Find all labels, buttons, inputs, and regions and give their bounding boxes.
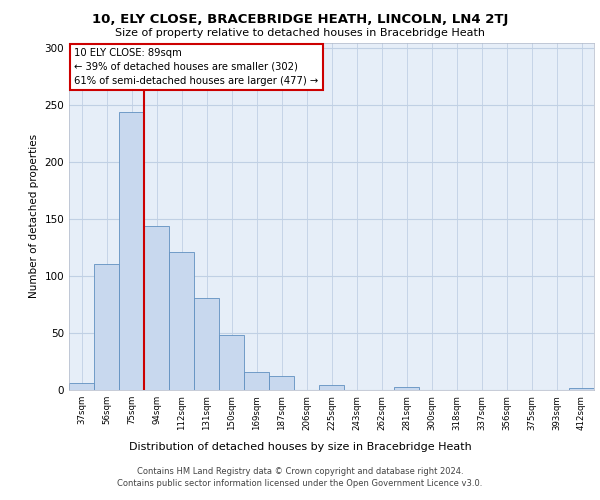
Text: Distribution of detached houses by size in Bracebridge Heath: Distribution of detached houses by size …	[128, 442, 472, 452]
Bar	[194, 298, 219, 390]
Bar	[319, 386, 344, 390]
Bar	[269, 376, 294, 390]
Text: 10, ELY CLOSE, BRACEBRIDGE HEATH, LINCOLN, LN4 2TJ: 10, ELY CLOSE, BRACEBRIDGE HEATH, LINCOL…	[92, 12, 508, 26]
Y-axis label: Number of detached properties: Number of detached properties	[29, 134, 39, 298]
Bar	[394, 386, 419, 390]
Bar	[569, 388, 594, 390]
Bar	[219, 336, 244, 390]
Bar	[94, 264, 119, 390]
Text: Contains HM Land Registry data © Crown copyright and database right 2024.
Contai: Contains HM Land Registry data © Crown c…	[118, 466, 482, 487]
Bar	[144, 226, 169, 390]
Text: 10 ELY CLOSE: 89sqm
← 39% of detached houses are smaller (302)
61% of semi-detac: 10 ELY CLOSE: 89sqm ← 39% of detached ho…	[74, 48, 319, 86]
Bar	[69, 383, 94, 390]
Bar	[244, 372, 269, 390]
Text: Size of property relative to detached houses in Bracebridge Heath: Size of property relative to detached ho…	[115, 28, 485, 38]
Bar	[169, 252, 194, 390]
Bar	[119, 112, 144, 390]
